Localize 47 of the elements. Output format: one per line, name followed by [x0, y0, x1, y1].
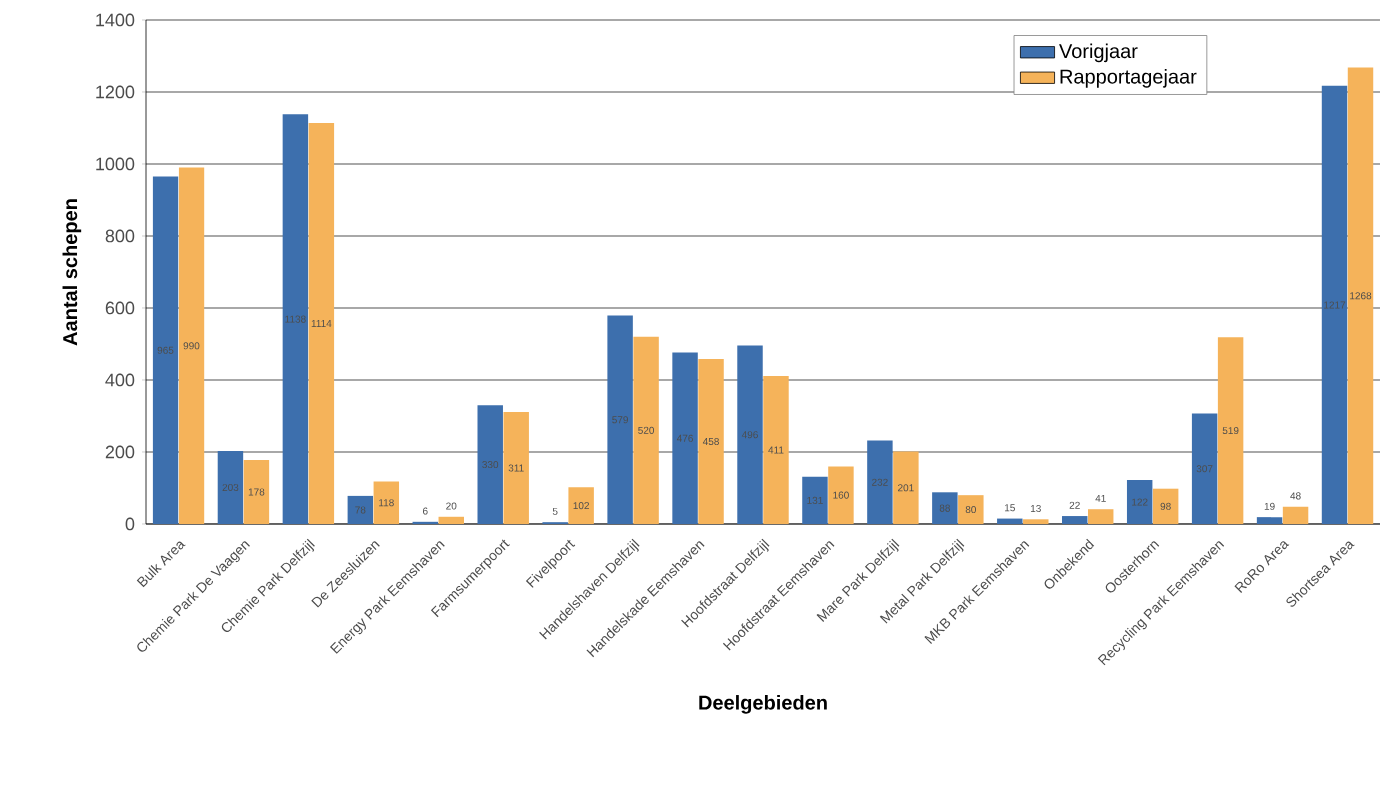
bar	[633, 336, 659, 524]
y-tick-label: 600	[105, 301, 135, 315]
y-tick-label: 1400	[96, 13, 135, 27]
bar	[672, 352, 698, 524]
bar	[217, 450, 244, 524]
bar	[152, 176, 179, 524]
bar	[373, 481, 400, 524]
bar	[282, 114, 309, 524]
bar	[568, 487, 594, 524]
bar	[1347, 67, 1374, 524]
bar	[1282, 506, 1309, 524]
bar	[997, 518, 1023, 524]
bar	[867, 440, 893, 524]
bar	[737, 345, 763, 524]
bar	[958, 495, 984, 524]
bar	[698, 359, 724, 524]
y-tick-label: 0	[125, 517, 135, 531]
y-axis-title: Aantal schepen	[62, 199, 82, 346]
bar	[802, 476, 828, 524]
legend-label: Vorigjaar	[1059, 43, 1138, 63]
y-tick-label: 1000	[96, 157, 135, 171]
bar	[1191, 413, 1218, 524]
bar	[477, 405, 503, 524]
bar	[347, 495, 374, 524]
legend-label: Rapportagejaar	[1060, 69, 1197, 88]
bar	[243, 459, 270, 524]
y-tick-label: 400	[105, 373, 135, 387]
bar	[607, 315, 633, 524]
bar	[932, 492, 958, 524]
bar	[178, 167, 205, 524]
bar	[1152, 488, 1179, 524]
bar	[828, 466, 854, 524]
bar	[893, 451, 919, 524]
x-axis-title: Deelgebieden	[699, 695, 827, 714]
bar	[503, 412, 529, 524]
y-tick-label: 800	[105, 229, 135, 243]
bar	[1256, 517, 1283, 524]
bar	[763, 376, 789, 524]
bar	[438, 516, 464, 524]
bar	[1321, 85, 1348, 524]
bar	[1087, 509, 1114, 524]
y-tick-label: 1200	[96, 85, 135, 99]
bar	[1217, 337, 1244, 524]
y-tick-label: 200	[105, 445, 135, 459]
bar	[1126, 480, 1153, 524]
bar	[308, 122, 335, 524]
bar	[1062, 516, 1088, 524]
